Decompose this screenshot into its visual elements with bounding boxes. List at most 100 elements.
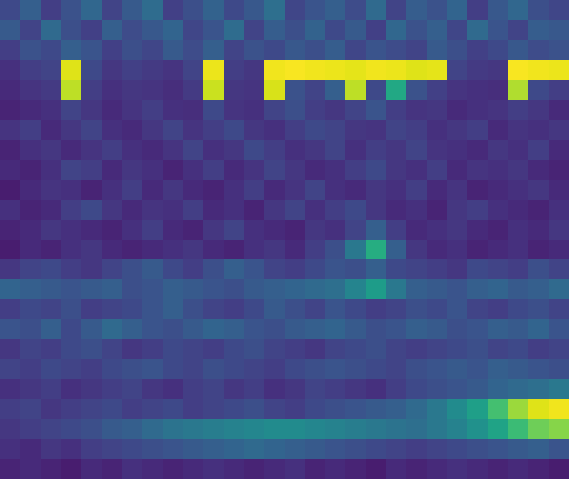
heatmap-cell — [427, 259, 448, 280]
heatmap-cell — [20, 419, 41, 440]
heatmap-cell — [467, 379, 488, 400]
heatmap-cell — [488, 279, 509, 300]
heatmap-cell — [366, 259, 387, 280]
heatmap-cell — [20, 100, 41, 121]
heatmap-cell — [508, 120, 529, 141]
heatmap-cell — [528, 180, 549, 201]
heatmap-cell — [61, 419, 82, 440]
heatmap-cell — [122, 419, 143, 440]
heatmap-cell — [285, 20, 306, 41]
heatmap-cell — [203, 100, 224, 121]
heatmap-cell — [163, 120, 184, 141]
heatmap-cell — [122, 120, 143, 141]
heatmap-cell — [467, 60, 488, 81]
heatmap-cell — [203, 259, 224, 280]
heatmap-cell — [488, 220, 509, 241]
heatmap-cell — [285, 279, 306, 300]
heatmap-cell — [285, 180, 306, 201]
heatmap-cell — [549, 180, 569, 201]
heatmap-cell — [285, 299, 306, 320]
heatmap-cell — [0, 80, 21, 101]
heatmap-cell — [325, 359, 346, 380]
heatmap-cell — [325, 60, 346, 81]
heatmap-cell — [0, 459, 21, 479]
heatmap-cell — [102, 359, 123, 380]
heatmap-cell — [366, 160, 387, 181]
heatmap-cell — [264, 439, 285, 460]
heatmap-cell — [325, 319, 346, 340]
heatmap-cell — [285, 459, 306, 479]
heatmap-cell — [203, 419, 224, 440]
heatmap-cell — [488, 20, 509, 41]
heatmap-cell — [427, 459, 448, 479]
heatmap-cell — [488, 0, 509, 21]
heatmap-cell — [508, 220, 529, 241]
heatmap-cell — [183, 259, 204, 280]
heatmap-cell — [345, 379, 366, 400]
heatmap-cell — [0, 339, 21, 360]
heatmap-cell — [447, 279, 468, 300]
heatmap-cell — [163, 160, 184, 181]
heatmap-cell — [244, 339, 265, 360]
heatmap-cell — [467, 200, 488, 221]
heatmap-cell — [224, 439, 245, 460]
heatmap-cell — [183, 160, 204, 181]
heatmap-cell — [325, 120, 346, 141]
heatmap-cell — [447, 180, 468, 201]
heatmap-cell — [41, 259, 62, 280]
heatmap-cell — [366, 279, 387, 300]
heatmap-cell — [0, 220, 21, 241]
heatmap-cell — [244, 379, 265, 400]
heatmap-cell — [386, 240, 407, 261]
heatmap-cell — [41, 40, 62, 61]
heatmap-cell — [264, 180, 285, 201]
heatmap-cell — [345, 80, 366, 101]
heatmap-cell — [427, 419, 448, 440]
heatmap-cell — [41, 220, 62, 241]
heatmap-cell — [244, 279, 265, 300]
heatmap-cell — [183, 0, 204, 21]
heatmap-cell — [244, 240, 265, 261]
heatmap-cell — [549, 240, 569, 261]
heatmap-cell — [325, 259, 346, 280]
heatmap-cell — [549, 419, 569, 440]
heatmap-cell — [305, 419, 326, 440]
heatmap-cell — [102, 20, 123, 41]
heatmap-cell — [0, 200, 21, 221]
heatmap-cell — [528, 220, 549, 241]
heatmap-cell — [102, 379, 123, 400]
heatmap-cell — [345, 439, 366, 460]
heatmap-cell — [366, 379, 387, 400]
heatmap-cell — [163, 339, 184, 360]
heatmap-cell — [122, 279, 143, 300]
heatmap-cell — [122, 160, 143, 181]
heatmap-cell — [61, 259, 82, 280]
heatmap-cell — [488, 259, 509, 280]
heatmap-cell — [345, 259, 366, 280]
heatmap-cell — [102, 299, 123, 320]
heatmap-cell — [142, 379, 163, 400]
heatmap-cell — [81, 100, 102, 121]
heatmap-cell — [102, 259, 123, 280]
heatmap-cell — [508, 200, 529, 221]
heatmap-cell — [102, 419, 123, 440]
heatmap-cell — [163, 100, 184, 121]
heatmap-cell — [20, 180, 41, 201]
heatmap-cell — [102, 240, 123, 261]
heatmap-cell — [406, 200, 427, 221]
heatmap-cell — [528, 0, 549, 21]
heatmap-cell — [41, 240, 62, 261]
heatmap-cell — [264, 459, 285, 479]
heatmap-cell — [41, 0, 62, 21]
heatmap-cell — [122, 259, 143, 280]
heatmap-cell — [142, 100, 163, 121]
heatmap-cell — [549, 0, 569, 21]
heatmap-cell — [0, 100, 21, 121]
heatmap-cell — [264, 259, 285, 280]
heatmap-cell — [142, 399, 163, 420]
heatmap-cell — [264, 80, 285, 101]
heatmap-cell — [0, 140, 21, 161]
heatmap-cell — [102, 100, 123, 121]
heatmap-cell — [20, 240, 41, 261]
heatmap-cell — [406, 379, 427, 400]
